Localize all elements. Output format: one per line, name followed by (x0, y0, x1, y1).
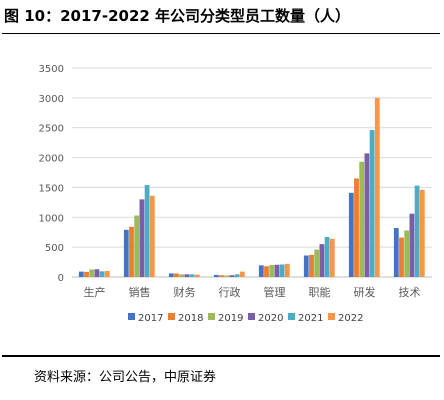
y-tick-label: 2000 (39, 154, 64, 165)
bar (144, 185, 150, 277)
bar (123, 229, 129, 277)
bar (269, 265, 275, 277)
x-tick-label: 生产 (84, 285, 106, 299)
bar (419, 189, 425, 277)
legend-swatch (128, 313, 135, 320)
legend-label: 2022 (338, 313, 363, 324)
bar (364, 153, 370, 277)
bar (374, 97, 380, 277)
y-tick-label: 500 (45, 243, 64, 254)
bar (369, 130, 375, 277)
legend-swatch (208, 313, 215, 320)
y-tick-label: 2500 (39, 124, 64, 135)
bar (359, 161, 365, 277)
bar (189, 274, 195, 277)
bar (129, 226, 134, 277)
bar (219, 275, 224, 277)
legend-label: 2020 (258, 313, 283, 324)
y-tick-label: 1500 (39, 183, 64, 194)
bar (84, 271, 89, 277)
legend-label: 2019 (218, 313, 243, 324)
legend-swatch (248, 313, 255, 320)
bar (348, 192, 354, 277)
source-note: 资料来源：公司公告，中原证券 (34, 370, 217, 385)
bar (239, 271, 245, 277)
bar (319, 244, 325, 277)
y-tick-label: 1000 (39, 213, 64, 224)
y-tick-label: 3500 (39, 64, 64, 75)
x-tick-label: 财务 (174, 285, 196, 299)
legend-swatch (288, 313, 295, 320)
bar (314, 249, 320, 277)
bar (354, 178, 359, 277)
legend-label: 2021 (298, 313, 323, 324)
bar (393, 228, 399, 277)
bar (324, 236, 330, 277)
bar (168, 273, 174, 277)
bar (78, 271, 84, 277)
bar (303, 255, 309, 277)
bar (414, 185, 420, 277)
bar (274, 264, 280, 277)
bar (99, 271, 105, 277)
bar (329, 238, 335, 277)
legend-label: 2017 (138, 313, 163, 324)
x-tick-label: 研发 (354, 285, 376, 299)
source-divider (2, 355, 440, 357)
x-tick-label: 技术 (399, 286, 421, 299)
bar-chart: 0 500 1000 1500 2000 2500 3000 3500 生产 销售 财务 行政 管理 职能… (39, 64, 432, 324)
y-tick-label: 3000 (39, 94, 64, 105)
x-tick-label: 管理 (264, 285, 286, 299)
bar (409, 213, 415, 277)
title-divider (2, 33, 440, 34)
bar (279, 264, 285, 277)
x-tick-label: 职能 (309, 285, 331, 299)
bar (309, 254, 314, 277)
bar (234, 274, 240, 277)
y-tick-label: 0 (58, 273, 64, 284)
bar (258, 265, 264, 277)
bar (179, 274, 185, 277)
bar (149, 195, 155, 277)
bar (184, 274, 190, 277)
legend-swatch (328, 313, 335, 320)
bar (284, 263, 290, 277)
figure-title: 图 10：2017-2022 年公司分类型员工数量（人） (4, 7, 351, 25)
bar (399, 237, 404, 277)
bar (213, 274, 219, 277)
x-tick-label: 销售 (129, 285, 151, 299)
bar (89, 269, 95, 277)
legend-swatch (168, 313, 175, 320)
bar (134, 215, 140, 277)
bar (104, 271, 110, 277)
x-tick-label: 行政 (219, 285, 241, 299)
bar (404, 230, 410, 277)
legend-label: 2018 (178, 313, 203, 324)
bar (174, 273, 179, 277)
bar (194, 274, 200, 277)
bar (229, 275, 235, 277)
bar (139, 199, 145, 277)
bar (224, 275, 230, 277)
bar (94, 269, 100, 277)
bar (264, 266, 269, 277)
